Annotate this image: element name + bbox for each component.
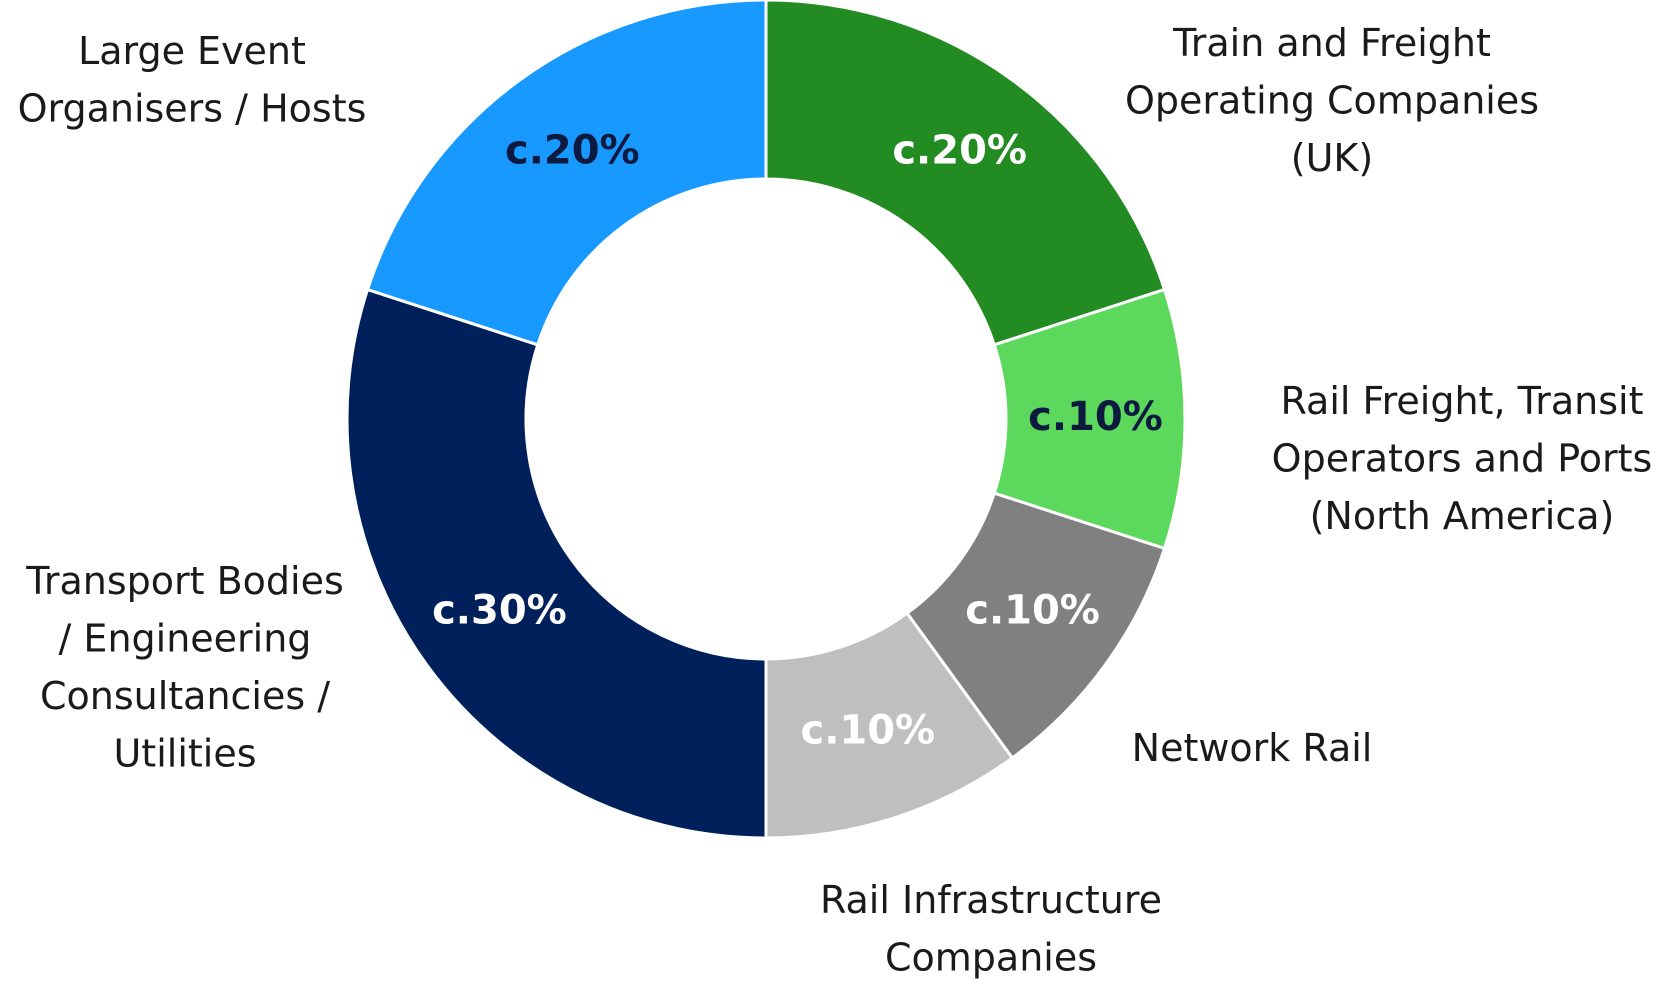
label-line: Organisers / Hosts — [18, 86, 367, 130]
label-line: Operating Companies — [1125, 78, 1539, 122]
label-line: Consultancies / — [40, 674, 330, 718]
donut-slice — [764, 0, 1167, 347]
label-line: Rail Freight, Transit — [1280, 379, 1643, 423]
value-label: c.20% — [892, 127, 1027, 173]
value-label: c.30% — [432, 588, 567, 634]
label-line: Operators and Ports — [1272, 436, 1653, 480]
category-label: Transport Bodies / Engineering Consultanci… — [25, 559, 344, 776]
category-label: Network Rail — [1132, 726, 1373, 770]
category-label: Large Event Organisers / Hosts — [18, 29, 367, 131]
value-label: c.10% — [1028, 394, 1163, 440]
value-label: c.20% — [505, 127, 640, 173]
label-line: Utilities — [113, 731, 256, 775]
category-label: Rail Infrastructure Companies — [820, 878, 1162, 980]
label-line: Train and Freight — [1172, 21, 1491, 65]
label-line: (UK) — [1291, 136, 1373, 180]
category-label: Rail Freight, Transit Operators and Ports… — [1272, 379, 1653, 538]
label-line: Companies — [885, 935, 1097, 979]
label-line: / Engineering — [59, 616, 312, 660]
label-line: (North America) — [1310, 494, 1615, 538]
label-line: Rail Infrastructure — [820, 878, 1162, 922]
category-label: Train and Freight Operating Companies (UK) — [1125, 21, 1539, 180]
label-line: Large Event — [78, 29, 306, 73]
donut-slice — [345, 287, 768, 840]
label-line: Transport Bodies — [25, 559, 344, 603]
value-label: c.10% — [800, 707, 935, 753]
donut-slice — [365, 0, 768, 347]
value-label: c.10% — [965, 588, 1100, 634]
label-line: Network Rail — [1132, 726, 1373, 770]
